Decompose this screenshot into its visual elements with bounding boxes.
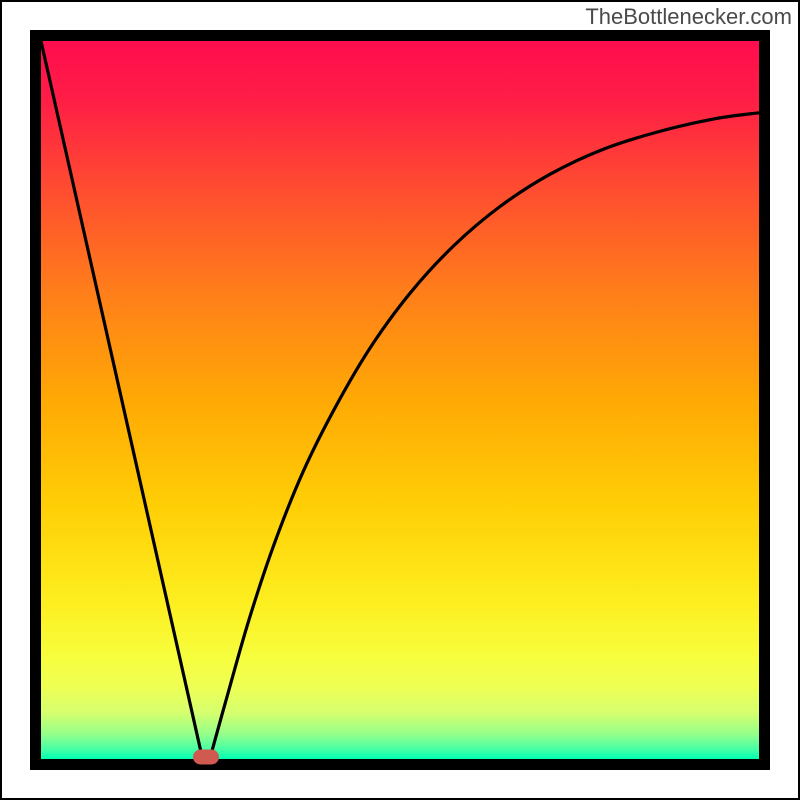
- plot-svg: [0, 0, 800, 800]
- gradient-background: [41, 41, 759, 759]
- optimum-marker: [193, 749, 219, 764]
